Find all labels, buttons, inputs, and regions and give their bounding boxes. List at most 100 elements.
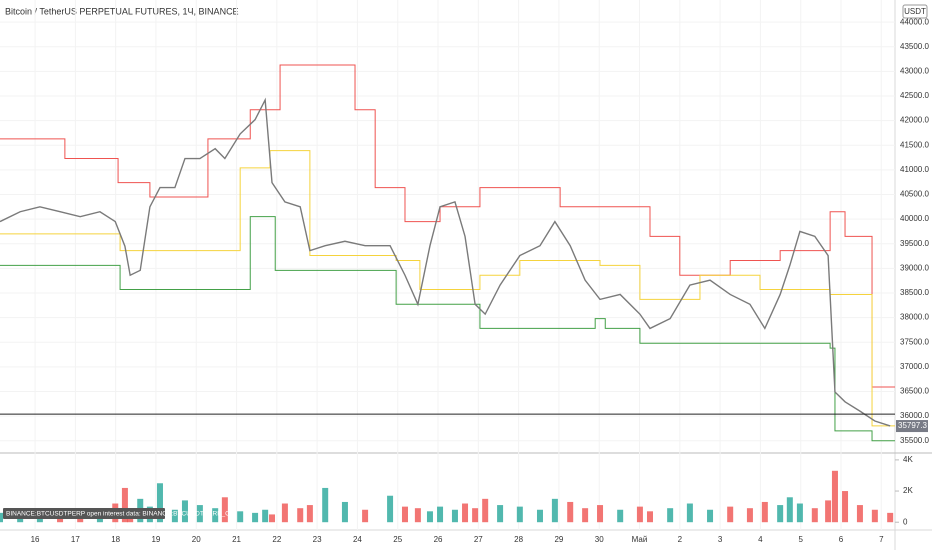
x-tick-label: 2 xyxy=(678,535,683,544)
oi-bar xyxy=(196,505,203,523)
oi-bar xyxy=(387,495,394,523)
series-line xyxy=(0,97,891,427)
oi-bar xyxy=(437,506,444,523)
oi-bar xyxy=(17,515,24,523)
oi-tick-label: 0 xyxy=(903,517,908,526)
oi-bar xyxy=(121,487,128,523)
oi-bar xyxy=(341,501,348,523)
x-tick-label: 7 xyxy=(879,535,884,544)
oi-bar xyxy=(262,509,269,523)
x-tick-label: 20 xyxy=(192,535,201,544)
currency-box xyxy=(902,4,928,19)
y-tick-label: 41000.0 xyxy=(900,165,929,174)
oi-bar xyxy=(269,514,276,523)
x-tick-label: 26 xyxy=(434,535,443,544)
oi-label: BINANCE:BTCUSDTPERP open interest data: … xyxy=(6,511,232,518)
oi-bar xyxy=(842,491,849,523)
y-tick-label: 40000.0 xyxy=(900,214,929,223)
y-tick-label: 43000.0 xyxy=(900,67,929,76)
x-tick-label: 22 xyxy=(272,535,281,544)
oi-bar xyxy=(831,470,838,523)
x-tick-label: 17 xyxy=(71,535,80,544)
y-tick-label: 43500.0 xyxy=(900,42,929,51)
y-tick-label: 39000.0 xyxy=(900,263,929,272)
oi-bar xyxy=(551,498,558,523)
y-tick-label: 42500.0 xyxy=(900,91,929,100)
oi-bar xyxy=(887,512,894,523)
y-tick-label: 35500.0 xyxy=(900,436,929,445)
oi-bar xyxy=(582,508,589,523)
oi-bar xyxy=(597,505,604,523)
oi-bar xyxy=(171,509,178,523)
currency-label: USDT xyxy=(904,7,926,16)
oi-bar xyxy=(414,508,421,523)
oi-label-box xyxy=(3,508,165,519)
last-price-label: 35797.3 xyxy=(898,421,927,430)
oi-tick-label: 4K xyxy=(903,455,913,464)
x-tick-label: 27 xyxy=(474,535,483,544)
oi-bar xyxy=(401,506,408,523)
x-tick-label: 30 xyxy=(595,535,604,544)
x-tick-label: 24 xyxy=(353,535,362,544)
y-tick-label: 41500.0 xyxy=(900,140,929,149)
oi-bar xyxy=(426,511,433,523)
oi-bar xyxy=(497,505,504,523)
oi-bar xyxy=(281,503,288,523)
oi-bar xyxy=(777,505,784,523)
x-tick-label: 19 xyxy=(151,535,160,544)
x-tick-label: 3 xyxy=(718,535,723,544)
oi-bar xyxy=(636,506,643,523)
oi-bar xyxy=(156,483,163,523)
x-tick-label: 25 xyxy=(393,535,402,544)
x-tick-label: 4 xyxy=(758,535,763,544)
x-tick-label: 21 xyxy=(232,535,241,544)
oi-bar xyxy=(536,509,543,523)
oi-bar xyxy=(825,500,832,523)
x-tick-label: 29 xyxy=(554,535,563,544)
series-line xyxy=(0,64,895,388)
last-price-box xyxy=(896,420,928,433)
y-tick-label: 37000.0 xyxy=(900,362,929,371)
oi-bar xyxy=(786,497,793,523)
oi-bar xyxy=(252,512,259,523)
x-tick-label: 18 xyxy=(111,535,120,544)
oi-bar xyxy=(871,509,878,523)
oi-bar xyxy=(707,509,714,523)
series-line xyxy=(0,150,895,427)
oi-bar xyxy=(516,506,523,523)
oi-bar xyxy=(462,503,469,523)
oi-bar xyxy=(306,505,313,523)
oi-bar xyxy=(567,501,574,523)
oi-bar xyxy=(727,506,734,523)
oi-bar xyxy=(796,503,803,523)
y-tick-label: 40500.0 xyxy=(900,190,929,199)
oi-bar xyxy=(686,503,693,523)
oi-bar xyxy=(212,508,219,523)
oi-bar xyxy=(472,508,479,523)
oi-bar xyxy=(362,509,369,523)
oi-bar xyxy=(856,505,863,523)
oi-bar xyxy=(181,500,188,523)
x-tick-label: 5 xyxy=(798,535,803,544)
oi-bar xyxy=(451,509,458,523)
x-tick-label: 16 xyxy=(31,535,40,544)
y-tick-label: 36500.0 xyxy=(900,387,929,396)
y-tick-label: 42000.0 xyxy=(900,116,929,125)
x-tick-label: 28 xyxy=(514,535,523,544)
oi-bar xyxy=(811,508,818,523)
oi-bar xyxy=(667,508,674,523)
x-tick-label: Май xyxy=(632,535,648,544)
y-tick-label: 39500.0 xyxy=(900,239,929,248)
x-tick-label: 23 xyxy=(313,535,322,544)
oi-bar xyxy=(646,511,653,523)
oi-tick-label: 2K xyxy=(903,486,913,495)
series-line xyxy=(0,216,895,442)
y-tick-label: 38000.0 xyxy=(900,313,929,322)
y-tick-label: 44000.0 xyxy=(900,17,929,26)
oi-bar xyxy=(0,512,3,523)
oi-bar xyxy=(761,501,768,523)
chart-title: Bitcoin / TetherUS PERPETUAL FUTURES, 1Ч… xyxy=(5,6,239,16)
x-tick-label: 6 xyxy=(839,535,844,544)
